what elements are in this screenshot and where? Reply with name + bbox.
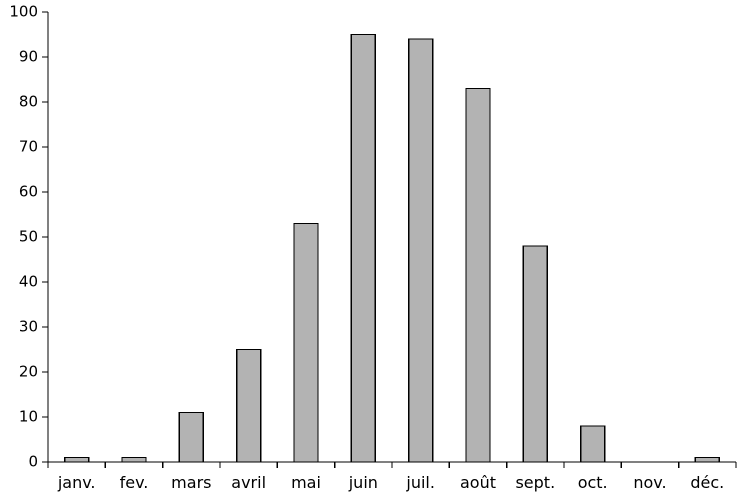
x-axis-tick-label: déc. bbox=[690, 473, 724, 492]
bar-7 bbox=[465, 87, 491, 463]
bar-3 bbox=[236, 348, 262, 463]
x-axis-tick-label: juil. bbox=[405, 473, 435, 492]
x-axis-tick-label: oct. bbox=[578, 473, 608, 492]
y-axis-tick-label: 60 bbox=[19, 183, 38, 201]
x-axis-tick-label: sept. bbox=[515, 473, 555, 492]
y-axis-tick-label: 100 bbox=[9, 3, 38, 21]
x-axis-tick-label: janv. bbox=[57, 473, 96, 492]
x-axis-tick-label: août bbox=[460, 473, 496, 492]
y-axis-tick-label: 90 bbox=[19, 48, 38, 66]
bar-6 bbox=[408, 38, 434, 463]
bar-1 bbox=[121, 456, 147, 463]
y-axis-tick-label: 50 bbox=[19, 228, 38, 246]
y-axis-tick-label: 10 bbox=[19, 408, 38, 426]
x-axis-tick-label: fev. bbox=[120, 473, 149, 492]
y-axis-tick-label: 30 bbox=[19, 318, 38, 336]
bar-4 bbox=[293, 222, 319, 463]
bar-0 bbox=[64, 456, 90, 463]
y-axis-tick-label: 20 bbox=[19, 363, 38, 381]
y-axis-tick-label: 0 bbox=[28, 453, 38, 471]
y-axis-tick-label: 80 bbox=[19, 93, 38, 111]
y-axis-tick-label: 40 bbox=[19, 273, 38, 291]
bar-5 bbox=[350, 33, 376, 463]
bar-2 bbox=[178, 411, 204, 463]
x-axis-tick-label: nov. bbox=[633, 473, 666, 492]
bar-11 bbox=[694, 456, 720, 463]
x-axis-tick-label: juin bbox=[348, 473, 378, 492]
x-axis-tick-label: mars bbox=[171, 473, 211, 492]
x-axis-tick-label: avril bbox=[231, 473, 266, 492]
x-axis-tick-label: mai bbox=[291, 473, 321, 492]
bar-9 bbox=[580, 425, 606, 463]
bar-8 bbox=[522, 245, 548, 463]
y-axis-tick-label: 70 bbox=[19, 138, 38, 156]
